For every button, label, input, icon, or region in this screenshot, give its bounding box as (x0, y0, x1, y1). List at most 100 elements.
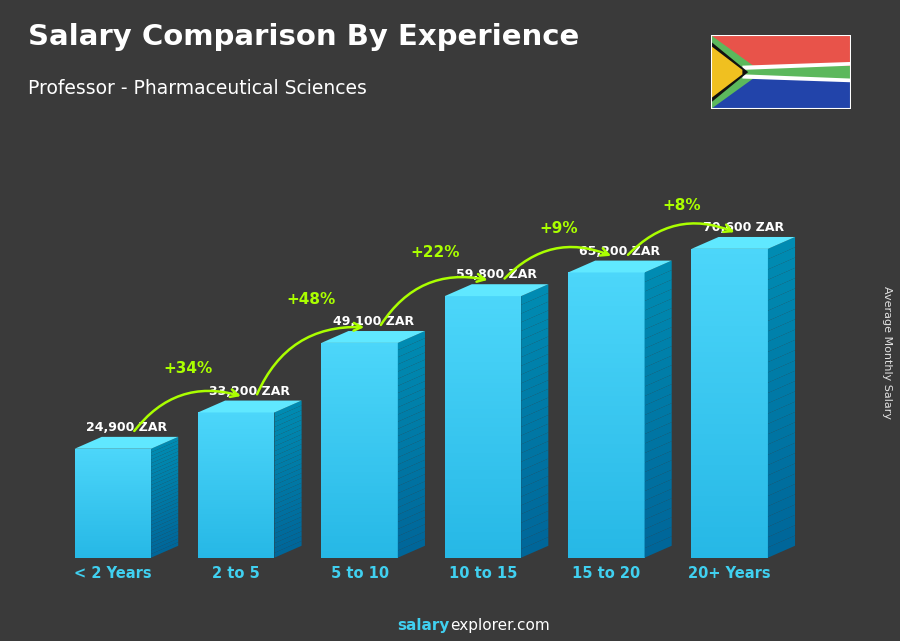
Polygon shape (398, 488, 425, 508)
Polygon shape (398, 474, 425, 493)
Polygon shape (274, 478, 302, 495)
Polygon shape (521, 397, 548, 418)
Polygon shape (644, 508, 671, 529)
Polygon shape (644, 422, 671, 444)
Polygon shape (151, 462, 178, 478)
Polygon shape (398, 481, 425, 501)
Polygon shape (711, 35, 762, 109)
Polygon shape (274, 507, 302, 524)
Polygon shape (521, 293, 548, 313)
Polygon shape (768, 422, 795, 444)
Bar (711, 72, 850, 109)
Text: +22%: +22% (410, 245, 460, 260)
Polygon shape (644, 527, 671, 548)
Polygon shape (768, 494, 795, 517)
Polygon shape (274, 449, 302, 466)
Polygon shape (151, 499, 178, 514)
Polygon shape (521, 485, 548, 505)
Polygon shape (521, 284, 548, 305)
Polygon shape (151, 517, 178, 532)
Polygon shape (644, 270, 671, 292)
Polygon shape (521, 424, 548, 444)
Polygon shape (151, 538, 178, 554)
Text: 65,200 ZAR: 65,200 ZAR (580, 245, 661, 258)
Polygon shape (521, 310, 548, 331)
Polygon shape (321, 331, 425, 343)
Polygon shape (521, 450, 548, 470)
Polygon shape (768, 237, 795, 259)
Polygon shape (521, 467, 548, 488)
Polygon shape (398, 424, 425, 443)
Polygon shape (521, 371, 548, 392)
Polygon shape (151, 495, 178, 510)
Polygon shape (644, 346, 671, 367)
Polygon shape (151, 510, 178, 525)
Polygon shape (398, 538, 425, 558)
Polygon shape (274, 454, 302, 470)
Text: 70,600 ZAR: 70,600 ZAR (703, 221, 784, 234)
Polygon shape (644, 488, 671, 510)
Polygon shape (568, 261, 671, 272)
Polygon shape (274, 405, 302, 422)
Polygon shape (768, 433, 795, 454)
Polygon shape (274, 435, 302, 451)
Polygon shape (398, 367, 425, 386)
Polygon shape (768, 340, 795, 362)
Polygon shape (644, 261, 671, 282)
Polygon shape (644, 517, 671, 538)
Polygon shape (151, 466, 178, 481)
Polygon shape (521, 380, 548, 401)
Polygon shape (711, 46, 742, 98)
Polygon shape (274, 473, 302, 490)
Bar (711, 35, 850, 72)
Polygon shape (398, 374, 425, 393)
Polygon shape (768, 402, 795, 424)
Polygon shape (398, 524, 425, 544)
Polygon shape (768, 258, 795, 279)
Polygon shape (151, 459, 178, 474)
Polygon shape (644, 451, 671, 472)
Polygon shape (521, 389, 548, 410)
Polygon shape (151, 520, 178, 536)
Polygon shape (644, 375, 671, 396)
Polygon shape (521, 345, 548, 366)
Polygon shape (398, 381, 425, 400)
Polygon shape (768, 392, 795, 413)
Polygon shape (151, 542, 178, 558)
Polygon shape (768, 319, 795, 342)
Polygon shape (151, 470, 178, 485)
Text: 24,900 ZAR: 24,900 ZAR (86, 421, 167, 434)
Polygon shape (274, 420, 302, 437)
Polygon shape (644, 413, 671, 434)
Polygon shape (644, 337, 671, 358)
Polygon shape (521, 354, 548, 374)
Polygon shape (768, 515, 795, 537)
Polygon shape (398, 510, 425, 529)
Polygon shape (644, 460, 671, 481)
Polygon shape (521, 406, 548, 427)
Polygon shape (151, 484, 178, 499)
Polygon shape (768, 525, 795, 547)
Polygon shape (768, 463, 795, 486)
Polygon shape (521, 458, 548, 479)
Polygon shape (398, 531, 425, 551)
Text: +48%: +48% (287, 292, 336, 307)
Polygon shape (398, 453, 425, 472)
Text: 33,200 ZAR: 33,200 ZAR (210, 385, 291, 397)
Polygon shape (768, 453, 795, 476)
Polygon shape (274, 492, 302, 509)
Text: Professor - Pharmaceutical Sciences: Professor - Pharmaceutical Sciences (28, 79, 367, 99)
Polygon shape (274, 410, 302, 427)
Polygon shape (768, 288, 795, 311)
Polygon shape (151, 444, 178, 460)
Polygon shape (742, 74, 850, 82)
Polygon shape (274, 488, 302, 504)
Polygon shape (521, 302, 548, 322)
Polygon shape (151, 480, 178, 496)
Polygon shape (274, 517, 302, 533)
Polygon shape (398, 503, 425, 522)
Polygon shape (274, 444, 302, 461)
Polygon shape (644, 394, 671, 415)
Polygon shape (398, 431, 425, 450)
Polygon shape (768, 278, 795, 301)
